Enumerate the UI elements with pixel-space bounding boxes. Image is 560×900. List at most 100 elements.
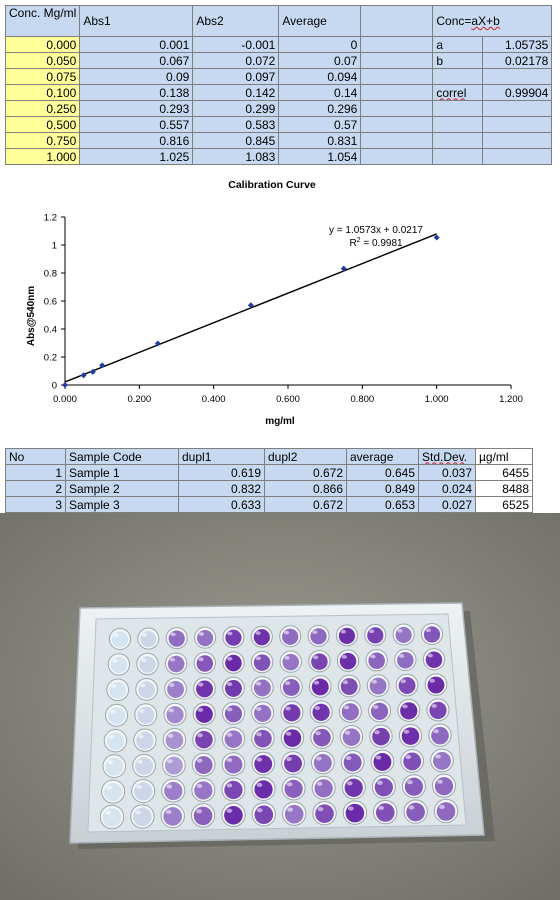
well-highlight xyxy=(433,729,439,734)
well xyxy=(339,652,357,670)
well-highlight xyxy=(226,808,233,813)
x-tick-label: 1.000 xyxy=(425,394,449,405)
well-highlight xyxy=(166,784,173,789)
calibration-curve-chart: Calibration Curve Abs@540nm mg/ml 0.000 0… xyxy=(26,179,523,427)
well xyxy=(194,756,213,775)
well-highlight xyxy=(340,629,346,634)
well-highlight xyxy=(431,704,437,708)
well xyxy=(136,731,154,750)
well xyxy=(312,703,330,721)
empty-cell xyxy=(482,116,553,133)
well-highlight xyxy=(196,783,203,789)
well-highlight xyxy=(344,730,351,735)
empty-cell xyxy=(360,84,434,101)
average-cell: 0.57 xyxy=(278,116,362,133)
fit-a-value: 1.05735 xyxy=(482,36,553,53)
average-cell: 0.07 xyxy=(278,52,362,69)
well xyxy=(107,707,126,725)
well xyxy=(196,630,214,647)
well xyxy=(283,704,301,722)
average-cell: 0.14 xyxy=(278,84,362,101)
average-cell: 0 xyxy=(278,36,362,53)
abs2-cell: 0.072 xyxy=(192,52,280,69)
well-highlight xyxy=(109,709,116,714)
abs1-cell: 0.09 xyxy=(79,68,194,85)
well xyxy=(135,757,154,776)
well xyxy=(311,653,328,670)
well-highlight xyxy=(141,658,147,663)
table-row: 0.100 0.138 0.142 0.14 correl 0.99904 xyxy=(4,84,553,101)
well xyxy=(196,655,214,672)
well-highlight xyxy=(256,808,263,813)
well xyxy=(310,628,327,645)
empty-cell xyxy=(482,132,553,149)
empty-cell xyxy=(360,100,434,117)
well-highlight xyxy=(108,734,115,739)
abs2-cell: 1.083 xyxy=(192,148,280,165)
fit-correl-label: correl xyxy=(432,84,484,101)
abs1-cell: 0.816 xyxy=(79,132,194,149)
well xyxy=(167,655,185,673)
well-highlight xyxy=(256,757,263,762)
well xyxy=(253,629,270,646)
y-tick-label: 0.8 xyxy=(44,269,57,280)
well-highlight xyxy=(284,655,290,660)
header-std-dev: Std.Dev. xyxy=(418,448,476,465)
well xyxy=(283,729,302,747)
well xyxy=(403,752,422,771)
well xyxy=(254,780,273,799)
empty-cell xyxy=(482,148,553,165)
average-cell: 0.296 xyxy=(278,100,362,117)
well-highlight xyxy=(408,805,415,810)
header-sample-code: Sample Code xyxy=(65,448,179,465)
well xyxy=(163,807,183,826)
well xyxy=(225,679,242,697)
well-highlight xyxy=(341,655,347,659)
well-highlight xyxy=(284,681,291,686)
conc-cell: 0.100 xyxy=(4,84,81,101)
empty-cell xyxy=(360,52,434,69)
header-dupl1: dupl1 xyxy=(178,448,265,465)
well xyxy=(423,626,441,643)
conc-cell: 0.050 xyxy=(4,52,81,69)
well-highlight xyxy=(313,680,320,685)
abs1-cell: 0.001 xyxy=(79,36,194,53)
well xyxy=(254,805,274,825)
empty-cell xyxy=(360,116,434,133)
well xyxy=(102,808,122,827)
ug-ml-cell: 6525 xyxy=(475,496,533,513)
r-squared-label: R2 = 0.9981 xyxy=(349,237,403,249)
plate-96-well-photo xyxy=(0,513,560,900)
fit-b-value: 0.02178 xyxy=(482,52,553,69)
abs1-cell: 0.067 xyxy=(79,52,194,69)
x-tick-label: 0.000 xyxy=(53,394,77,405)
dupl2-cell: 0.866 xyxy=(264,480,347,497)
trendline-equation: y = 1.0573x + 0.0217 xyxy=(329,225,423,236)
well xyxy=(254,755,273,774)
data-point xyxy=(62,382,68,388)
well-highlight xyxy=(427,653,433,658)
well-highlight xyxy=(368,629,375,634)
well xyxy=(165,731,184,749)
well xyxy=(314,779,333,798)
well-highlight xyxy=(137,759,143,764)
well xyxy=(137,706,155,724)
well xyxy=(397,651,414,669)
std-dev-cell: 0.027 xyxy=(418,496,476,513)
empty-cell xyxy=(432,68,484,85)
average-cell: 0.094 xyxy=(278,68,362,85)
chart-ticks: 0.000 0.200 0.400 0.600 0.800 1.000 1.200 0 0.2 0… xyxy=(44,213,523,406)
well-highlight xyxy=(167,733,174,738)
well xyxy=(195,730,213,749)
well xyxy=(134,782,153,801)
average-cell: 0.849 xyxy=(346,480,419,497)
well-highlight xyxy=(112,658,118,663)
sample-table: No Sample Code dupl1 dupl2 average Std.D… xyxy=(5,448,533,529)
ug-ml-cell: 8488 xyxy=(475,480,533,497)
well xyxy=(311,678,329,696)
well xyxy=(106,732,125,750)
header-average: average xyxy=(346,448,419,465)
table-row: 2 Sample 2 0.832 0.866 0.849 0.024 8488 xyxy=(5,480,533,497)
fit-b-label: b xyxy=(432,52,484,69)
well-highlight xyxy=(226,758,233,763)
